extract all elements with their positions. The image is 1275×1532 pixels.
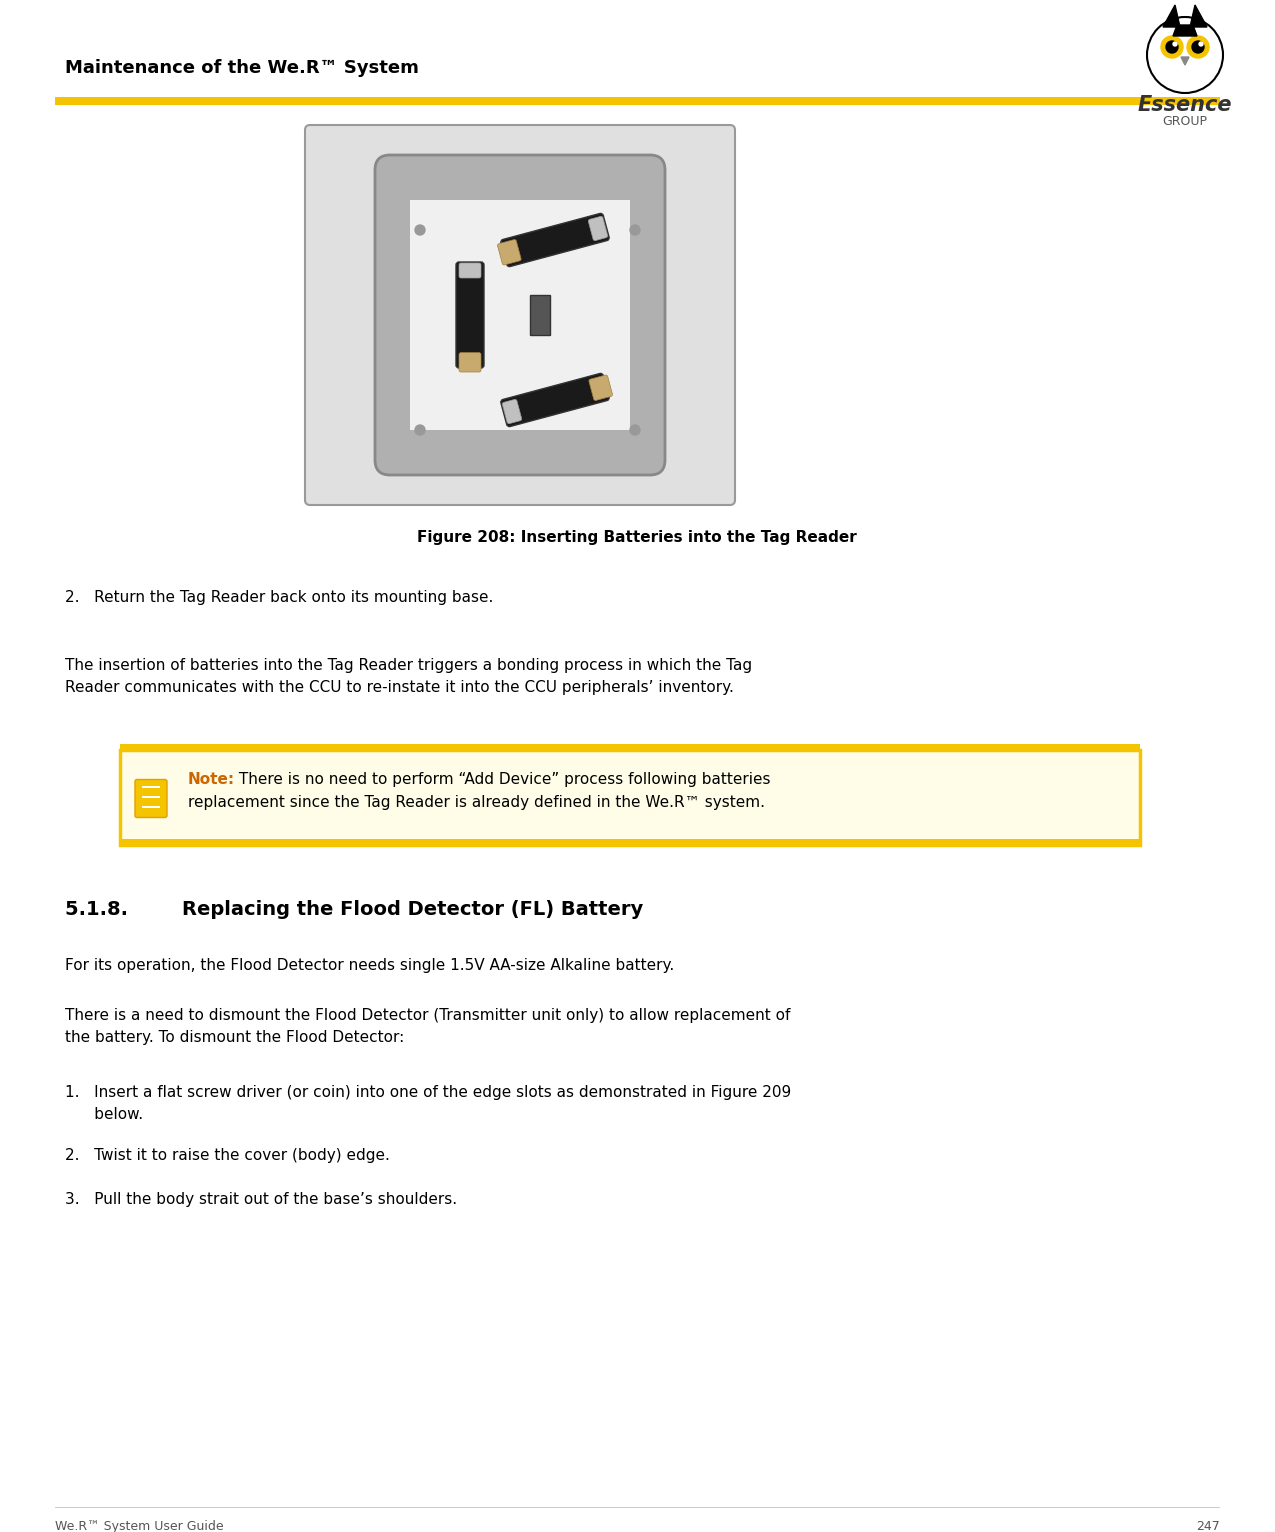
FancyBboxPatch shape (459, 352, 481, 372)
Bar (55, 97, 1220, 106)
Circle shape (1192, 41, 1204, 54)
FancyBboxPatch shape (375, 155, 666, 475)
Circle shape (414, 225, 425, 234)
FancyBboxPatch shape (501, 374, 609, 426)
Circle shape (1162, 35, 1183, 58)
FancyBboxPatch shape (459, 264, 481, 277)
Circle shape (1198, 41, 1204, 46)
Circle shape (1167, 41, 1178, 54)
Polygon shape (1163, 5, 1179, 28)
Text: 1.   Insert a flat screw driver (or coin) into one of the edge slots as demonstr: 1. Insert a flat screw driver (or coin) … (65, 1085, 792, 1100)
Text: Figure 208: Inserting Batteries into the Tag Reader: Figure 208: Inserting Batteries into the… (417, 530, 857, 545)
Bar (530, 296, 550, 336)
Text: There is no need to perform “Add Device” process following batteries: There is no need to perform “Add Device”… (235, 772, 770, 787)
Text: Maintenance of the We.R™ System: Maintenance of the We.R™ System (65, 60, 419, 77)
Text: For its operation, the Flood Detector needs single 1.5V AA-size Alkaline battery: For its operation, the Flood Detector ne… (65, 958, 674, 973)
Circle shape (630, 424, 640, 435)
Circle shape (1173, 41, 1177, 46)
Circle shape (630, 225, 640, 234)
Polygon shape (1181, 57, 1190, 64)
Text: the battery. To dismount the Flood Detector:: the battery. To dismount the Flood Detec… (65, 1030, 404, 1045)
Text: There is a need to dismount the Flood Detector (Transmitter unit only) to allow : There is a need to dismount the Flood De… (65, 1008, 790, 1023)
Circle shape (1148, 17, 1223, 93)
FancyBboxPatch shape (502, 400, 521, 424)
FancyBboxPatch shape (456, 262, 484, 368)
Text: Essence: Essence (1137, 95, 1232, 115)
Polygon shape (1173, 25, 1197, 35)
Text: Reader communicates with the CCU to re-instate it into the CCU peripherals’ inve: Reader communicates with the CCU to re-i… (65, 680, 734, 696)
Text: 2.   Return the Tag Reader back onto its mounting base.: 2. Return the Tag Reader back onto its m… (65, 590, 493, 605)
Text: Note:: Note: (187, 772, 235, 787)
Polygon shape (1190, 5, 1207, 28)
Text: The insertion of batteries into the Tag Reader triggers a bonding process in whi: The insertion of batteries into the Tag … (65, 659, 752, 673)
FancyBboxPatch shape (501, 213, 609, 267)
Text: GROUP: GROUP (1163, 115, 1207, 129)
Text: We.R™ System User Guide: We.R™ System User Guide (55, 1520, 223, 1532)
Text: replacement since the Tag Reader is already defined in the We.R™ system.: replacement since the Tag Reader is alre… (187, 795, 765, 810)
Text: 5.1.8.        Replacing the Flood Detector (FL) Battery: 5.1.8. Replacing the Flood Detector (FL)… (65, 899, 644, 919)
Bar (120, 751, 1140, 846)
Text: 3.   Pull the body strait out of the base’s shoulders.: 3. Pull the body strait out of the base’… (65, 1192, 458, 1207)
Bar (142, 786, 159, 787)
FancyBboxPatch shape (589, 375, 612, 400)
Bar (120, 840, 1140, 846)
Circle shape (1187, 35, 1209, 58)
Text: 247: 247 (1196, 1520, 1220, 1532)
Text: below.: below. (65, 1108, 143, 1121)
Circle shape (414, 424, 425, 435)
Bar (120, 745, 1140, 751)
FancyBboxPatch shape (305, 126, 734, 506)
Text: 2.   Twist it to raise the cover (body) edge.: 2. Twist it to raise the cover (body) ed… (65, 1147, 390, 1163)
FancyBboxPatch shape (135, 780, 167, 818)
FancyBboxPatch shape (497, 239, 521, 265)
Bar (142, 806, 159, 807)
Bar (142, 795, 159, 798)
Bar (411, 201, 630, 430)
FancyBboxPatch shape (588, 216, 608, 241)
